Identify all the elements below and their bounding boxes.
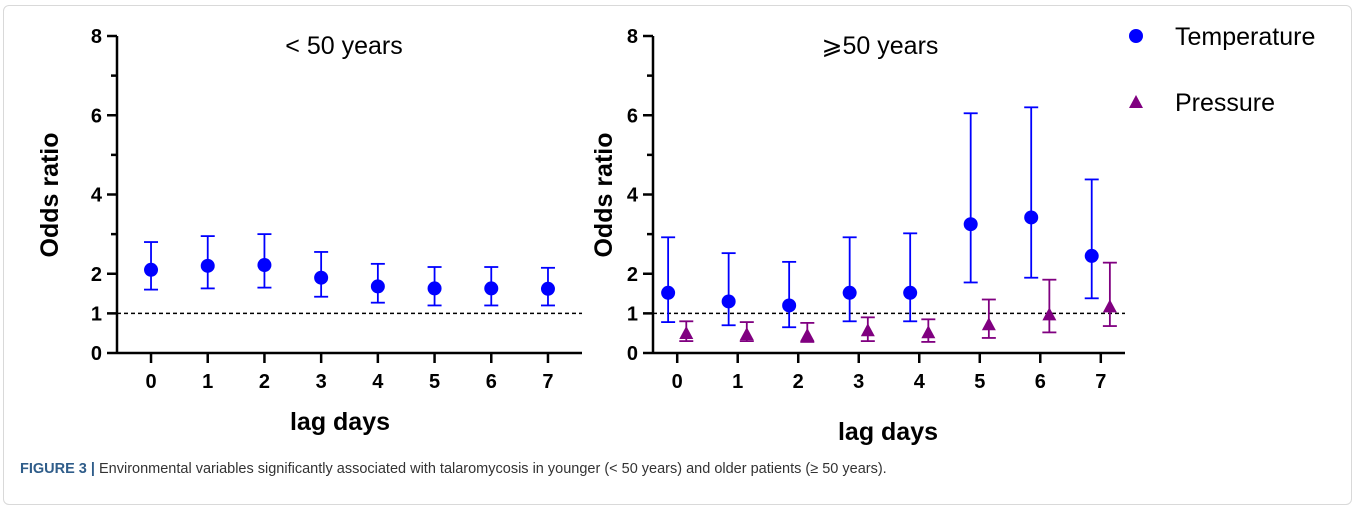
panel-1-temperature-point	[144, 262, 159, 277]
panel-1-x-tick-label: 7	[542, 371, 553, 393]
panel-2-temperature-point	[1024, 210, 1039, 225]
panel-2-x-tick-label: 3	[853, 371, 864, 393]
caption-text: Environmental variables significantly as…	[99, 461, 887, 477]
panel-2-temperature-point	[782, 298, 797, 313]
panel-1-x-tick-label: 0	[145, 371, 156, 393]
panel-2-pressure-point	[739, 327, 754, 341]
legend-pressure-label: Pressure	[1175, 89, 1275, 117]
panel-2-title: ⩾50 years	[822, 32, 939, 60]
panel-1-x-axis-label: lag days	[290, 408, 390, 436]
panel-2-y-tick-label: 6	[627, 105, 638, 127]
chart-area: 0 1 2 4 6 8 0 1 2 3 4 5 6 7 < 50 years lag days Odds rat…	[36, 23, 1315, 446]
figure-caption: FIGURE 3 | Environmental variables signi…	[20, 461, 1340, 477]
legend-pressure-marker	[1129, 95, 1143, 108]
panel-2-temperature-point	[721, 294, 736, 309]
panel-2-pressure-point	[679, 325, 694, 339]
panel-1-y-tick-label: 8	[91, 26, 102, 48]
panel-2-y-tick-label: 1	[627, 303, 638, 325]
panel-2-x-tick-label: 4	[914, 371, 926, 393]
panel-1-y-tick-label: 0	[91, 343, 102, 365]
panel-2-y-tick-label: 2	[627, 264, 638, 286]
panel-2-pressure-point	[1102, 299, 1117, 313]
panel-2-x-axis-label: lag days	[838, 418, 938, 446]
panel-2-x-tick-label: 5	[974, 371, 985, 393]
panel-1-temperature-point	[314, 270, 329, 285]
panel-1-y-tick-label: 2	[91, 264, 102, 286]
legend-temperature-marker	[1129, 29, 1143, 43]
caption-label: FIGURE 3 |	[20, 461, 95, 477]
panel-1-y-tick-label: 1	[91, 303, 102, 325]
panel-2-pressure-point	[860, 323, 875, 337]
panel-1-temperature-point	[370, 279, 385, 294]
panel-2-temperature-point	[1084, 248, 1099, 263]
panel-2-pressure-point	[1042, 307, 1057, 321]
panel-2-x-tick-label: 7	[1095, 371, 1106, 393]
panel-1-x-tick-label: 1	[202, 371, 213, 393]
panel-2-y-axis-label: Odds ratio	[590, 132, 618, 257]
panel-1-x-tick-label: 6	[486, 371, 497, 393]
panel-1-x-tick-label: 3	[316, 371, 327, 393]
panel-2-y-tick-label: 8	[627, 26, 638, 48]
panel-2-x-tick-label: 0	[672, 371, 683, 393]
panel-2-x-tick-label: 6	[1035, 371, 1046, 393]
panel-2-temperature-point	[903, 285, 918, 300]
panel-2-y-tick-label: 4	[627, 185, 639, 207]
panel-2-x-tick-label: 1	[732, 371, 743, 393]
panel-2-y-tick-label: 0	[627, 343, 638, 365]
legend-temperature-label: Temperature	[1175, 23, 1315, 51]
panel-2-x-tick-label: 2	[793, 371, 804, 393]
panel-1-y-tick-label: 6	[91, 105, 102, 127]
panel-2-pressure-point	[800, 327, 815, 341]
panel-1-temperature-point	[257, 258, 272, 273]
figure-frame	[3, 5, 1352, 505]
panel-1-y-tick-label: 4	[91, 185, 103, 207]
panel-2-temperature-point	[661, 285, 676, 300]
panel-1-temperature-point	[484, 281, 499, 296]
panel-1-temperature-point	[540, 281, 555, 296]
panel-1-y-axis-label: Odds ratio	[36, 132, 64, 257]
panel-2-pressure-point	[921, 325, 936, 339]
panel-2-pressure-point	[981, 317, 996, 331]
panel-1-title: < 50 years	[285, 32, 402, 60]
panel-1-x-tick-label: 2	[259, 371, 270, 393]
panel-2-temperature-point	[842, 285, 857, 300]
panel-1-x-tick-label: 4	[372, 371, 384, 393]
panel-1-x-tick-label: 5	[429, 371, 440, 393]
panel-1-temperature-point	[200, 258, 215, 273]
panel-2-temperature-point	[963, 217, 978, 232]
panel-1-temperature-point	[427, 281, 442, 296]
